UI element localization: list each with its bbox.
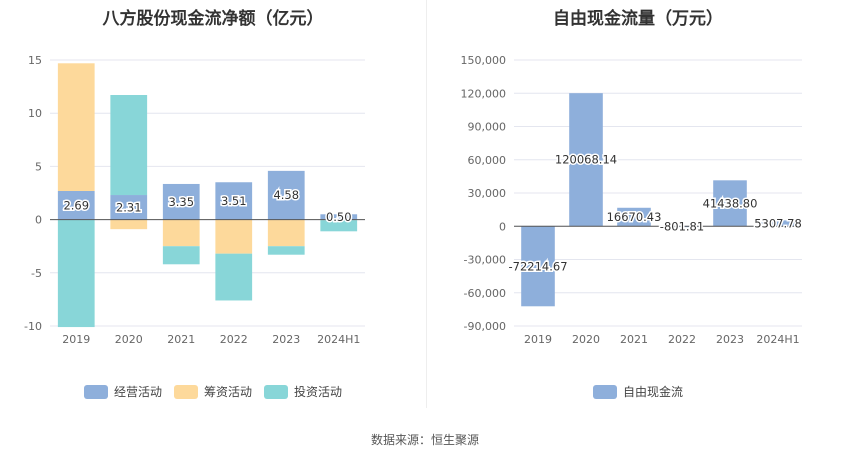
data-label: 3.35 [168,195,194,209]
bar-投资活动 [57,219,95,328]
bar-筹资活动 [162,219,200,247]
x-tick-label: 2023 [716,333,744,346]
x-tick-label: 2022 [220,333,248,346]
x-tick-label: 2022 [668,333,696,346]
bar-自由现金流 [713,180,747,227]
bar-筹资活动 [267,219,305,247]
legend-right: 自由现金流 [426,383,850,402]
operating-cashflow-panel: 八方股份现金流净额（亿元） -10 -5 0 5 10 15 2019 2020 2021 202… [0,9,426,402]
bar-筹资活动 [110,219,148,230]
data-label: 3.51 [221,194,247,208]
legend-label: 投资活动 [294,385,343,399]
data-label: 2.69 [63,198,89,212]
y-tick-label: 5 [35,160,42,173]
y-tick-label: -90,000 [464,320,506,333]
bar-经营活动 [267,170,305,220]
free-cashflow-panel: 自由现金流量（万元） -90,000 -60,000 -30,000 0 30,000 6… [426,0,850,459]
bar-投资活动 [162,246,200,265]
legend-label: 自由现金流 [622,385,683,399]
x-tick-label: 2019 [62,333,90,346]
y-tick-label: 0 [35,214,42,227]
legend-label: 筹资活动 [203,385,252,399]
data-label: -72214.67 [508,259,567,273]
y-tick-label: 30,000 [468,187,507,200]
legend-item[interactable]: 投资活动 [264,383,342,400]
chart-title-left: 八方股份现金流净额（亿元） [102,9,324,29]
x-tick-label: 2020 [115,333,143,346]
x-tick-label: 2020 [572,333,600,346]
y-tick-label: 10 [28,107,42,120]
bar-筹资活动 [215,219,253,254]
bar-经营活动 [320,214,358,220]
x-tick-label: 2021 [167,333,195,346]
legend-left: 经营活动 筹资活动 投资活动 [0,383,426,402]
panel-divider [426,0,427,408]
legend-swatch [173,384,198,399]
legend-swatch [592,384,617,399]
data-label: 4.58 [273,188,299,202]
bar-经营活动 [162,183,200,220]
legend-item[interactable]: 自由现金流 [592,383,683,400]
bar-经营活动 [57,190,95,220]
free-cashflow-chart: -90,000 -60,000 -30,000 0 30,000 60,000 90,000… [461,54,804,346]
data-label: -801.81 [660,220,704,234]
data-label: 2.31 [116,200,142,214]
legend-item[interactable]: 经营活动 [83,383,162,400]
y-tick-label: -60,000 [464,287,506,300]
x-tick-label: 2023 [272,333,300,346]
y-tick-label: 60,000 [468,154,507,167]
data-label: 0.50 [326,210,352,224]
cashflow-stacked-chart: -10 -5 0 5 10 15 2019 2020 2021 2022 2023 2024H1 2.6… [24,54,365,346]
bar-投资活动 [267,246,305,255]
bar-投资活动 [215,253,253,301]
legend-label: 经营活动 [113,385,162,399]
bar-自由现金流 [617,207,651,227]
y-tick-label: -30,000 [464,254,506,267]
data-label: 120068.14 [555,153,617,167]
y-tick-label: 120,000 [461,87,507,100]
data-label: 5307.78 [754,216,802,230]
y-tick-label: 90,000 [468,121,507,134]
legend-item[interactable]: 筹资活动 [173,383,252,400]
bar-自由现金流 [761,220,795,227]
x-tick-label: 2019 [524,333,552,346]
data-label: 41438.80 [703,196,758,210]
x-tick-label: 2024H1 [317,333,360,346]
y-tick-label: 150,000 [461,54,507,67]
y-tick-label: 15 [28,54,42,67]
bar-经营活动 [110,195,148,220]
legend-swatch [83,384,108,399]
legend-swatch [264,384,288,399]
x-tick-label: 2024H1 [756,333,799,346]
data-source-note: 数据来源：恒生聚源 [370,433,479,447]
bar-投资活动 [110,95,148,196]
x-tick-label: 2021 [620,333,648,346]
bar-筹资活动 [57,63,95,191]
bar-自由现金流 [521,226,555,307]
bar-投资活动 [320,220,358,232]
y-tick-label: -5 [31,267,42,280]
bar-经营活动 [215,182,253,220]
y-tick-label: -10 [24,320,42,333]
chart-title-right: 自由现金流量（万元） [553,9,723,29]
y-tick-label: 0 [499,220,506,233]
data-label: 16670.43 [607,210,662,224]
bar-自由现金流 [569,93,603,227]
